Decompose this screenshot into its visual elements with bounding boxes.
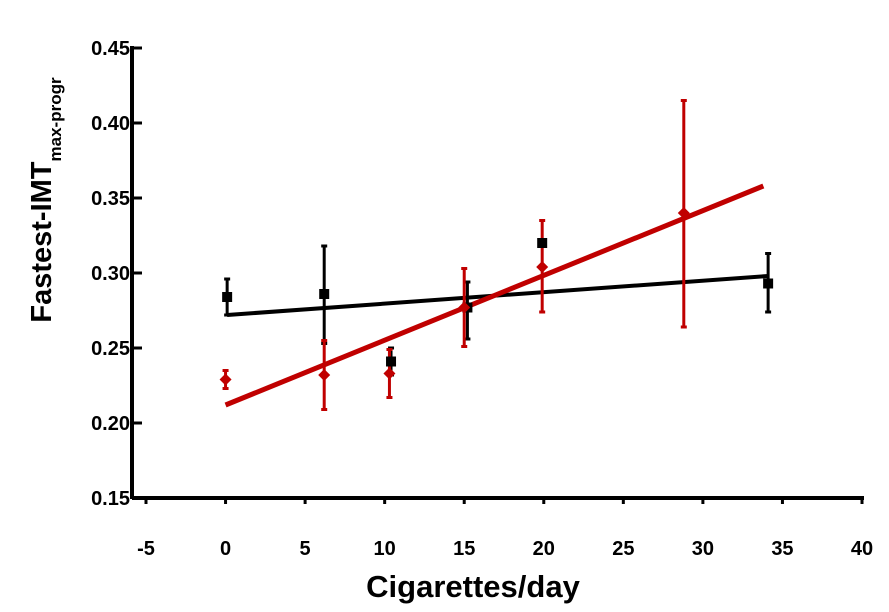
y-tick-label: 0.45 <box>91 38 130 60</box>
x-tick-label: 10 <box>374 538 396 560</box>
x-tick-label: 40 <box>851 538 873 560</box>
error-bars <box>222 99 772 411</box>
y-tick-label: 0.30 <box>91 263 130 285</box>
tick-labels: 0.15 0.20 0.25 0.30 0.35 0.40 0.45 -5 0 5 10 15 20 25… <box>91 38 873 560</box>
data-point-square <box>319 289 330 299</box>
y-tick-label: 0.40 <box>91 113 130 135</box>
data-point-square <box>763 278 774 289</box>
data-point-diamond <box>536 261 549 273</box>
data-point-diamond <box>219 373 232 386</box>
x-axis-title: Cigarettes/day <box>366 569 580 604</box>
y-tick-label: 0.35 <box>91 188 130 210</box>
data-point-square <box>386 356 397 367</box>
data-point-diamond <box>318 369 331 381</box>
data-point-diamond <box>383 367 396 380</box>
x-tick-label: 0 <box>220 538 231 560</box>
trendline-diamond <box>224 183 765 408</box>
data-point-square <box>222 292 233 302</box>
y-axis-title-main: Fastest-IMT <box>26 161 58 322</box>
x-tick-label: 20 <box>533 538 555 560</box>
trendlines <box>224 183 769 408</box>
y-axis-title: Fastest-IMTmax-progr <box>26 77 65 323</box>
x-tick-label: 35 <box>771 538 793 560</box>
y-tick-label: 0.25 <box>91 338 130 360</box>
y-tick-label: 0.20 <box>91 413 130 435</box>
y-axis-title-subscript: max-progr <box>46 77 65 161</box>
x-tick-label: 15 <box>453 538 475 560</box>
data-point-diamond <box>677 207 690 219</box>
x-tick-label: 5 <box>300 538 311 560</box>
x-tick-label: 30 <box>692 538 714 560</box>
data-point-diamond <box>458 301 471 314</box>
x-tick-label: -5 <box>137 538 155 560</box>
data-point-square <box>537 238 548 248</box>
x-tick-label: 25 <box>612 538 634 560</box>
axes <box>130 46 864 504</box>
markers <box>219 207 774 386</box>
y-tick-label: 0.15 <box>91 488 130 510</box>
